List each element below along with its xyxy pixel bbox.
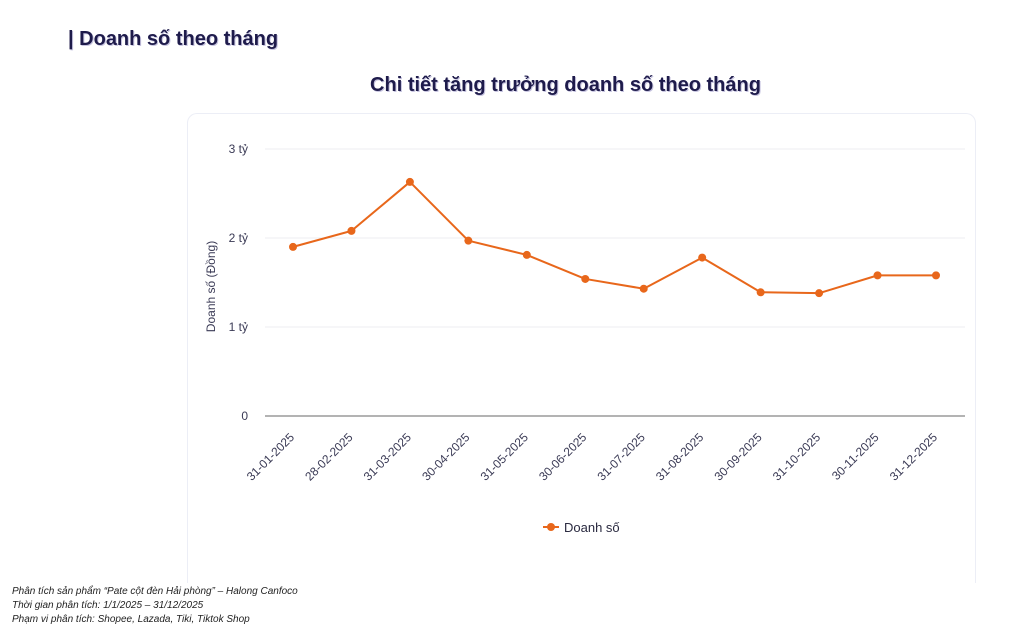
y-tick-label: 3 tỷ — [229, 142, 248, 156]
y-tick-label: 2 tỷ — [229, 231, 248, 245]
legend-marker-dot — [547, 523, 555, 531]
x-tick-label: 28-02-2025 — [302, 430, 356, 484]
data-point[interactable] — [698, 253, 707, 262]
line-chart: 0 1 tỷ 2 tỷ 3 tỷ Doanh số (Đồng) 31-01-2025… — [204, 142, 965, 535]
x-tick-label: 31-01-2025 — [244, 430, 298, 484]
x-tick-label: 30-09-2025 — [711, 430, 765, 484]
footer-line-product: Phân tích sản phẩm “Pate cột đèn Hải phò… — [12, 586, 298, 597]
data-point[interactable] — [873, 271, 882, 280]
data-point[interactable] — [289, 242, 297, 251]
data-point[interactable] — [581, 274, 590, 283]
data-point[interactable] — [756, 288, 765, 297]
x-tick-label: 31-03-2025 — [361, 430, 415, 484]
y-tick-label: 0 — [241, 409, 248, 423]
data-point[interactable] — [464, 236, 473, 245]
chart-card — [187, 113, 976, 583]
grid-layer — [265, 148, 965, 328]
y-axis-title: Doanh số (Đồng) — [204, 241, 218, 332]
data-point[interactable] — [932, 271, 940, 280]
data-point[interactable] — [815, 289, 824, 298]
chart-title: Chi tiết tăng trưởng doanh số theo tháng — [370, 74, 761, 96]
data-point[interactable] — [347, 226, 356, 235]
footer-line-scope: Phạm vi phân tích: Shopee, Lazada, Tiki,… — [12, 614, 250, 625]
data-point[interactable] — [405, 177, 414, 186]
x-tick-label: 31-07-2025 — [595, 430, 649, 484]
legend: Doanh số — [543, 520, 620, 535]
series-line — [292, 180, 936, 295]
x-tick-label: 31-08-2025 — [653, 430, 707, 484]
data-point[interactable] — [522, 250, 531, 259]
series-layer — [289, 177, 940, 298]
legend-label: Doanh số — [564, 520, 620, 535]
x-tick-label: 31-12-2025 — [887, 430, 941, 484]
y-tick-labels: 0 1 tỷ 2 tỷ 3 tỷ — [229, 142, 249, 423]
x-tick-label: 30-06-2025 — [536, 430, 590, 484]
x-tick-label: 31-05-2025 — [478, 430, 532, 484]
x-tick-label: 30-04-2025 — [419, 430, 473, 484]
footer-notes: Phân tích sản phẩm “Pate cột đèn Hải phò… — [12, 585, 298, 627]
x-tick-label: 30-11-2025 — [829, 430, 882, 483]
section-title: | Doanh số theo tháng — [68, 28, 279, 50]
x-tick-labels: 31-01-2025 28-02-2025 31-03-2025 30-04-2025… — [244, 430, 941, 484]
x-tick-label: 31-10-2025 — [770, 430, 824, 484]
y-tick-label: 1 tỷ — [229, 320, 248, 334]
footer-line-period: Thời gian phân tích: 1/1/2025 – 31/12/20… — [12, 600, 204, 611]
data-point[interactable] — [639, 284, 648, 293]
